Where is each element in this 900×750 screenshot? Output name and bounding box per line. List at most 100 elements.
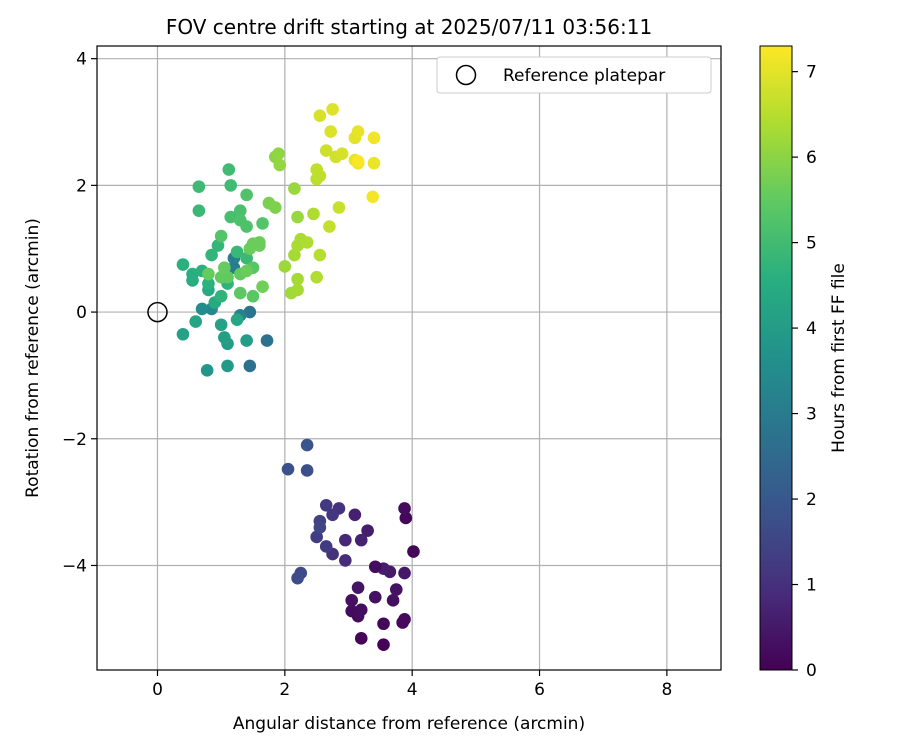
data-point <box>291 283 304 297</box>
x-tick-label: 0 <box>152 680 163 700</box>
data-point <box>398 613 411 626</box>
data-point <box>230 245 244 259</box>
data-point <box>326 508 339 522</box>
data-point <box>361 524 374 537</box>
data-point <box>377 638 390 651</box>
data-point <box>176 327 190 341</box>
plot-frame <box>96 45 722 671</box>
data-point <box>351 125 365 138</box>
data-point <box>291 571 304 585</box>
data-point <box>389 583 403 596</box>
data-point <box>310 530 323 544</box>
data-point <box>399 511 413 525</box>
data-point <box>398 566 411 580</box>
data-point <box>367 156 381 170</box>
data-point <box>300 464 314 477</box>
colorbar-label: Hours from first FF file <box>829 263 849 453</box>
data-point <box>351 581 365 594</box>
data-point <box>256 217 269 230</box>
data-point <box>278 260 292 273</box>
data-point <box>319 540 333 553</box>
data-point <box>398 502 411 515</box>
data-point <box>335 147 349 160</box>
y-axis-label: Rotation from reference (arcmin) <box>23 218 43 498</box>
data-point <box>313 521 327 534</box>
colorbar <box>759 45 793 671</box>
data-point <box>332 201 346 214</box>
data-point <box>313 248 327 262</box>
data-point <box>214 229 228 243</box>
data-point <box>202 267 215 281</box>
y-tick-label: −4 <box>62 556 87 576</box>
data-point <box>291 210 304 224</box>
data-point <box>240 264 253 278</box>
data-point <box>288 248 301 262</box>
data-point <box>288 182 301 195</box>
data-point <box>367 131 381 145</box>
data-point <box>319 144 333 157</box>
data-point <box>243 359 257 373</box>
y-tick-label: 4 <box>76 50 87 70</box>
y-tick-label: −2 <box>62 430 87 450</box>
data-point <box>368 590 382 604</box>
x-tick-label: 4 <box>407 680 418 700</box>
data-point <box>348 508 362 522</box>
colorbar-tick-label: 2 <box>806 490 817 510</box>
data-point <box>214 289 228 303</box>
data-point <box>222 163 236 176</box>
data-point <box>319 498 333 512</box>
data-point <box>221 359 234 373</box>
legend-entry-reference: Reference platepar <box>503 66 665 86</box>
data-point <box>246 289 260 303</box>
data-point <box>300 236 314 249</box>
y-tick-label: 2 <box>76 176 87 196</box>
data-point <box>240 251 253 265</box>
legend-marker-reference <box>455 64 477 86</box>
data-point <box>176 258 190 271</box>
data-point <box>233 286 247 300</box>
data-point <box>307 207 320 221</box>
reference-layer <box>147 301 168 323</box>
data-point <box>291 272 304 286</box>
y-axis-ticks: −4 −2 0 2 4 <box>62 50 97 576</box>
data-point <box>240 188 253 202</box>
data-point <box>189 315 202 328</box>
data-point <box>345 594 358 607</box>
data-point <box>324 125 337 138</box>
data-point <box>310 270 323 284</box>
x-tick-label: 8 <box>661 680 672 700</box>
data-point <box>200 364 214 377</box>
colorbar-ticks: 0 1 2 3 4 5 6 7 <box>792 63 817 681</box>
x-tick-label: 6 <box>534 680 545 700</box>
data-point <box>186 267 199 281</box>
data-point <box>233 204 247 218</box>
data-point <box>205 248 218 262</box>
reference-platepar-marker <box>147 301 168 323</box>
data-point <box>323 220 336 233</box>
data-point <box>366 190 380 204</box>
x-tick-label: 2 <box>279 680 290 700</box>
data-point <box>240 220 253 233</box>
data-point <box>377 617 390 631</box>
legend-box <box>436 56 712 94</box>
y-tick-label: 0 <box>76 303 87 323</box>
data-point <box>354 533 368 547</box>
data-point <box>253 239 266 252</box>
data-point <box>273 158 287 172</box>
data-point <box>268 201 282 214</box>
x-axis-ticks: 0 2 4 6 8 <box>152 670 672 700</box>
data-point <box>368 560 382 574</box>
data-point <box>354 632 368 645</box>
data-point <box>214 318 228 332</box>
data-point <box>354 603 368 617</box>
data-point <box>313 109 327 122</box>
data-point <box>345 604 358 618</box>
legend: Reference platepar <box>436 56 712 94</box>
colorbar-tick-label: 6 <box>806 148 817 168</box>
data-point <box>300 438 314 452</box>
data-point <box>281 462 295 476</box>
colorbar-tick-label: 3 <box>806 405 817 425</box>
data-point <box>211 239 225 252</box>
data-point <box>192 180 206 193</box>
